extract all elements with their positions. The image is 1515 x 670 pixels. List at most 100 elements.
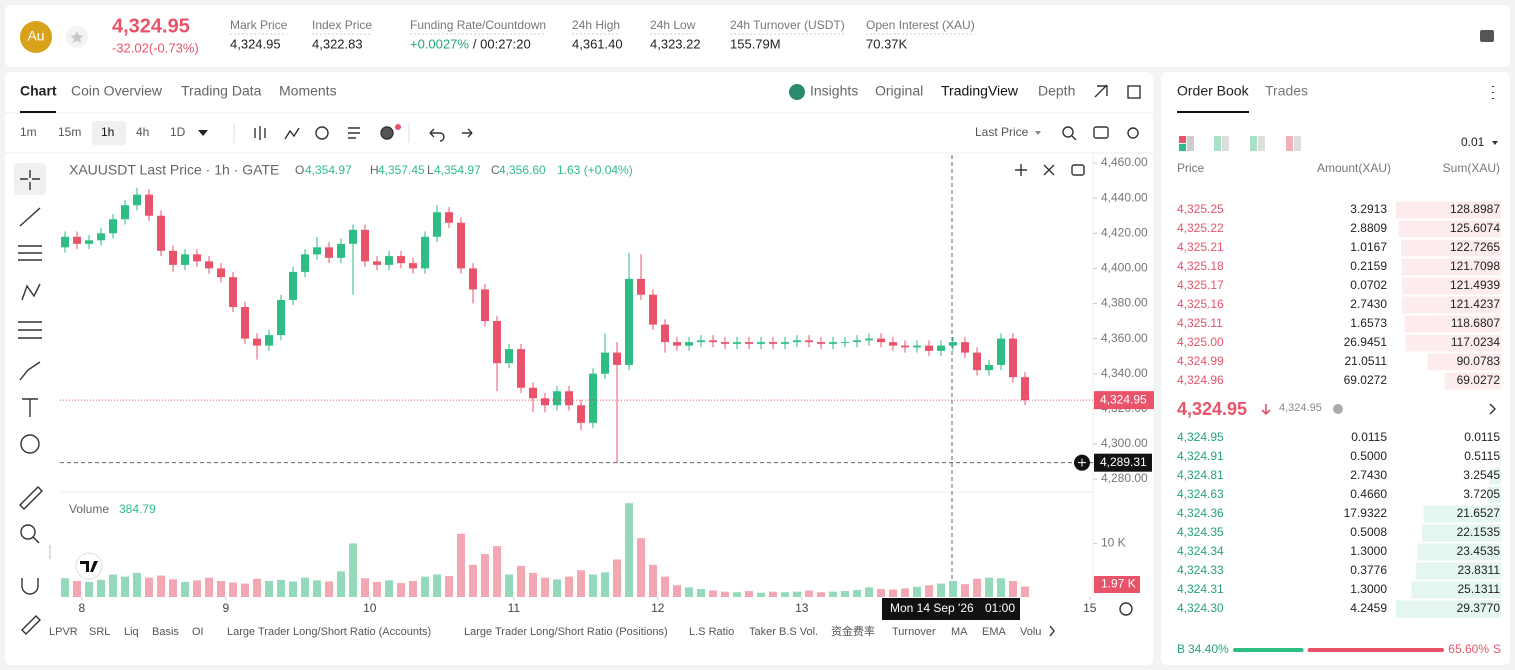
volume-bar	[517, 565, 525, 597]
candle-body	[601, 352, 609, 374]
ob-amount: 1.0167	[1350, 240, 1387, 254]
ob-price[interactable]: 4,325.11	[1177, 316, 1223, 330]
sell-ratio: 65.60%	[1448, 642, 1489, 656]
ob-price[interactable]: 4,325.22	[1177, 221, 1224, 235]
ob-price[interactable]: 4,325.17	[1177, 278, 1224, 292]
chart-tab[interactable]: Coin Overview	[71, 83, 163, 99]
indicator[interactable]: LPVR	[49, 626, 78, 638]
volume-bar	[961, 584, 969, 597]
indicator[interactable]: Liq	[124, 626, 139, 638]
price-type[interactable]: Last Price	[975, 125, 1029, 139]
ob-price[interactable]: 4,325.18	[1177, 259, 1224, 273]
volume-bar	[493, 546, 501, 597]
ob-price[interactable]: 4,324.91	[1177, 449, 1224, 463]
ob-price[interactable]: 4,325.00	[1177, 335, 1224, 349]
ob-sum: 23.4535	[1457, 544, 1501, 558]
settings-icon[interactable]	[1119, 602, 1133, 616]
indicator[interactable]: OI	[192, 626, 204, 638]
ob-price[interactable]: 4,324.31	[1177, 582, 1224, 596]
ob-price[interactable]: 4,324.30	[1177, 601, 1224, 615]
volume-bar	[805, 590, 813, 597]
chart-tab[interactable]: Moments	[279, 83, 337, 99]
ob-price[interactable]: 4,325.21	[1177, 240, 1224, 254]
indicator[interactable]: Basis	[152, 626, 179, 638]
ob-price[interactable]: 4,324.34	[1177, 544, 1224, 558]
interval[interactable]: 1m	[20, 125, 37, 139]
interval[interactable]: 4h	[136, 125, 149, 139]
ob-price[interactable]: 4,324.63	[1177, 487, 1224, 501]
view-tab[interactable]: Depth	[1038, 83, 1075, 99]
y-tick-label: 4,420.00	[1101, 225, 1148, 239]
ob-price[interactable]: 4,324.36	[1177, 506, 1224, 520]
ob-price[interactable]: 4,324.95	[1177, 430, 1224, 444]
star-icon	[70, 31, 84, 44]
tick-size[interactable]: 0.01	[1461, 135, 1485, 149]
ob-amount: 4.2459	[1350, 601, 1387, 615]
x-tick-label: 8	[78, 601, 85, 615]
more-arrow[interactable]	[1489, 403, 1496, 415]
dropdown-icon[interactable]	[198, 130, 208, 136]
drawing-tools[interactable]	[14, 163, 46, 635]
depth-bar	[1396, 600, 1501, 618]
volume-bar	[577, 570, 585, 597]
chart-tab[interactable]: Trading Data	[181, 83, 262, 99]
volume-bar	[385, 580, 393, 597]
ob-price[interactable]: 4,324.35	[1177, 525, 1224, 539]
y-tick-label: 4,300.00	[1101, 436, 1148, 450]
volume-bar	[541, 577, 549, 597]
calendar-icon[interactable]	[1480, 30, 1494, 42]
dropdown-icon[interactable]	[1492, 141, 1498, 145]
logo-text: Au	[27, 28, 44, 44]
candle-body	[433, 212, 441, 237]
ob-amount: 69.0272	[1344, 373, 1388, 387]
depth-bar	[1401, 258, 1501, 276]
y-tick-label: 4,340.00	[1101, 366, 1148, 380]
indicator[interactable]: Volu	[1020, 626, 1041, 638]
view-tab[interactable]: TradingView	[941, 83, 1019, 99]
view-tab[interactable]: Original	[875, 83, 923, 99]
ob-sum: 117.0234	[1451, 335, 1500, 349]
ob-sum: 3.2545	[1463, 468, 1500, 482]
ob-price[interactable]: 4,324.96	[1177, 373, 1224, 387]
ob-price[interactable]: 4,324.33	[1177, 563, 1224, 577]
volume-value: 384.79	[119, 502, 156, 516]
indicator[interactable]: EMA	[982, 626, 1007, 638]
indicator[interactable]: 资金费率	[831, 624, 875, 638]
toolbar-icons[interactable]	[254, 84, 1141, 176]
ob-tab[interactable]: Order Book	[1177, 83, 1250, 99]
candle-body	[61, 236, 69, 248]
candle-body	[769, 342, 777, 344]
view-tab[interactable]: Insights	[810, 83, 858, 99]
candle-body	[397, 256, 405, 264]
candle-body	[181, 254, 189, 265]
indicator[interactable]: SRL	[89, 626, 110, 638]
depth-bar	[1405, 334, 1501, 352]
candle-body	[613, 352, 621, 365]
more-indicators[interactable]	[1049, 625, 1055, 637]
ob-price[interactable]: 4,324.81	[1177, 468, 1224, 482]
ob-price[interactable]: 4,324.99	[1177, 354, 1224, 368]
interval[interactable]: 1h	[101, 125, 114, 139]
notification-dot	[395, 124, 401, 130]
volume-bar	[565, 576, 573, 597]
indicator[interactable]: Large Trader Long/Short Ratio (Accounts)	[227, 626, 431, 638]
interval[interactable]: 15m	[58, 125, 81, 139]
candle-body	[817, 342, 825, 344]
x-tick-label: 11	[508, 601, 521, 615]
candle-body	[901, 345, 909, 348]
indicator[interactable]: L.S Ratio	[689, 626, 734, 638]
indicator[interactable]: Turnover	[892, 626, 936, 638]
ob-price[interactable]: 4,325.25	[1177, 202, 1224, 216]
candle-body	[337, 243, 345, 258]
ob-tab[interactable]: Trades	[1265, 83, 1308, 99]
legend-change: 1.63 (+0.04%)	[557, 163, 633, 177]
indicator[interactable]: Taker B.S Vol.	[749, 626, 818, 638]
chart-tab[interactable]: Chart	[20, 83, 57, 99]
indicator[interactable]: Large Trader Long/Short Ratio (Positions…	[464, 626, 668, 638]
candle-body	[925, 345, 933, 351]
depth-bar	[1487, 486, 1501, 504]
ob-view-icons[interactable]	[1179, 136, 1301, 151]
ob-price[interactable]: 4,325.16	[1177, 297, 1224, 311]
interval[interactable]: 1D	[170, 125, 186, 139]
indicator[interactable]: MA	[951, 626, 968, 638]
